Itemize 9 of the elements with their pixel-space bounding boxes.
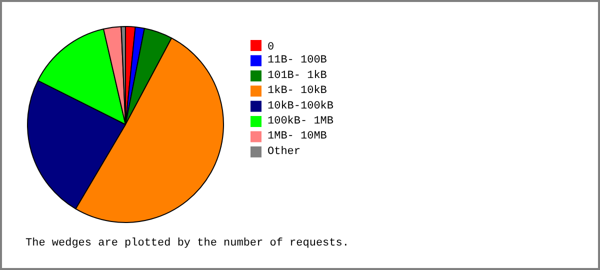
legend-label: 1MB- 10MB: [268, 130, 328, 143]
text: The wedges are plotted by the number of requests.: [26, 238, 349, 250]
legend-label: 0: [268, 42, 274, 54]
legend-label: 10kB-100kB: [268, 100, 334, 112]
legend-label: 101B- 1kB: [268, 70, 328, 82]
legend-label: Other: [268, 146, 301, 158]
legend-label: 1kB- 10kB: [268, 85, 328, 98]
legend-label: 11B- 100B: [268, 54, 328, 67]
legend-label: 100kB- 1MB: [268, 116, 334, 128]
